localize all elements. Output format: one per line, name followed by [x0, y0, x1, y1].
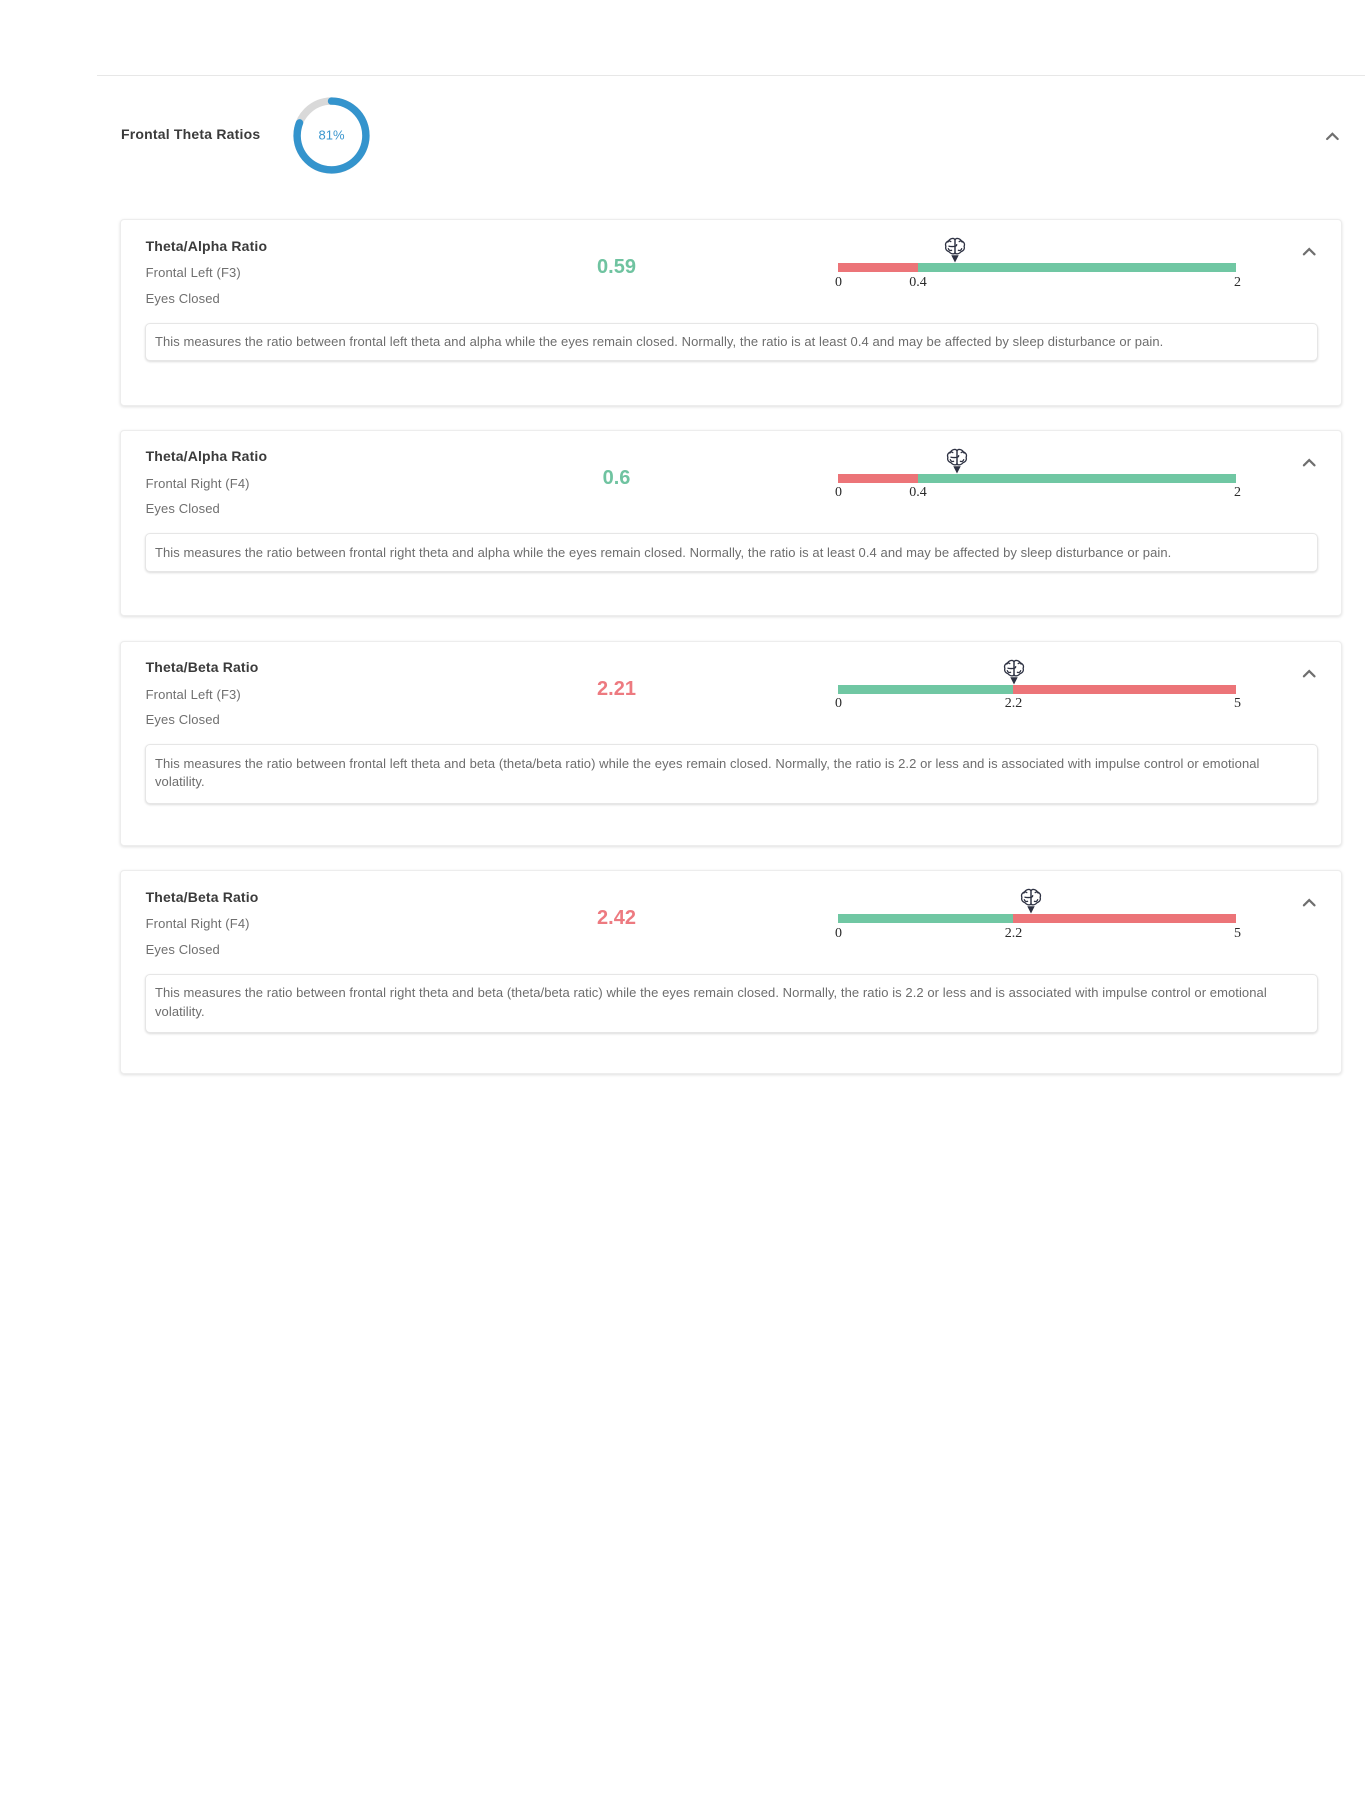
- svg-text:81%: 81%: [318, 128, 344, 143]
